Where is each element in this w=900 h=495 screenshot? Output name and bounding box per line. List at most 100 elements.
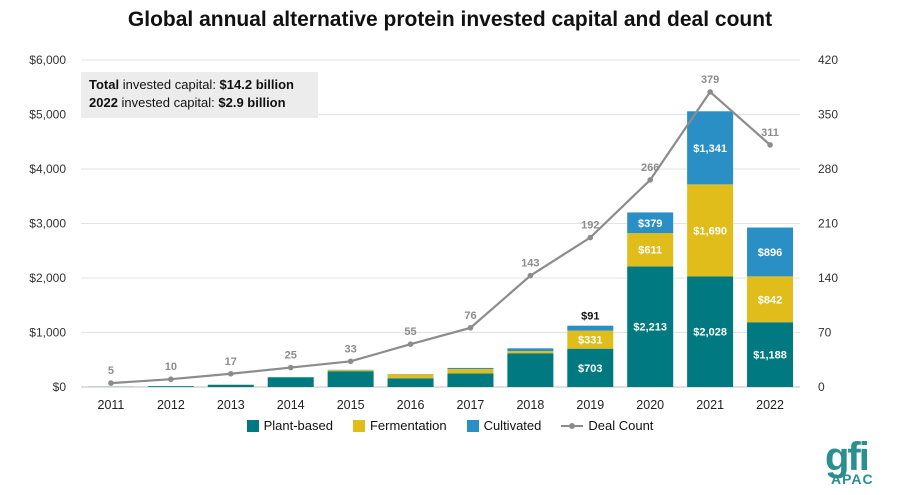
y-tick-label: $6,000	[29, 53, 66, 67]
legend-cultivated-label: Cultivated	[483, 418, 542, 433]
gridlines	[81, 59, 800, 388]
x-tick-label: 2015	[337, 398, 365, 412]
deal-count-point	[227, 370, 234, 377]
deal-count-polyline	[110, 90, 771, 385]
bar-value-label: $896	[758, 247, 782, 259]
deal-count-point	[407, 341, 414, 347]
x-tick-label: 2013	[217, 398, 245, 412]
y2-tick-label: 140	[818, 271, 838, 285]
y2-tick-label: 350	[818, 108, 838, 122]
deal-count-point	[467, 325, 474, 331]
deal-count-point	[587, 234, 594, 241]
legend-deal-count: Deal Count	[561, 418, 653, 433]
bar-cultivated	[507, 348, 554, 352]
deal-count-point	[168, 376, 174, 383]
deal-count-label: 25	[285, 350, 297, 362]
bar-fermentation	[567, 330, 614, 349]
bars	[87, 111, 794, 387]
bar-plant-based	[267, 377, 314, 387]
x-tick-label: 2022	[756, 398, 784, 412]
legend-fermentation-label: Fermentation	[369, 418, 447, 433]
bar-value-label: $703	[578, 363, 602, 375]
plant-swatch	[246, 419, 259, 432]
bar-plant-based	[387, 378, 434, 387]
total-text: invested capital:	[119, 77, 220, 92]
bar-fermentation	[747, 276, 794, 323]
bar-cultivated	[447, 367, 494, 370]
y2-axis-ticks: 0 70 140 210 280 350 420	[818, 53, 838, 394]
bar-plant-based	[687, 276, 734, 387]
deal-count-point	[707, 89, 713, 95]
y2-tick-label: 0	[818, 380, 825, 394]
bar-cultivated	[747, 227, 794, 277]
bar-cultivated	[627, 212, 674, 234]
bar-fermentation	[627, 233, 674, 267]
bar-fermentation	[327, 370, 374, 372]
deal-count-point	[108, 380, 114, 386]
deal-count-point	[767, 142, 773, 148]
deal-count-label: 10	[165, 361, 177, 373]
bar-cultivated	[687, 111, 734, 185]
bar-plant-based	[567, 348, 614, 387]
bar-value-label: $379	[638, 218, 662, 230]
y2-tick-label: 420	[818, 53, 838, 67]
bar-fermentation	[387, 374, 434, 379]
bar-plant-based	[447, 373, 494, 387]
legend-plant-label: Plant-based	[263, 418, 333, 433]
x-tick-label: 2017	[457, 398, 485, 412]
y-tick-label: $0	[53, 380, 67, 394]
y-tick-label: $5,000	[29, 108, 66, 122]
deal-count-label: 17	[225, 356, 237, 368]
deal-count-point	[527, 272, 534, 279]
bar-cultivated	[567, 325, 614, 331]
year-label: 2022	[89, 95, 118, 110]
y2-tick-label: 70	[818, 326, 832, 340]
x-tick-label: 2016	[397, 398, 425, 412]
x-tick-label: 2018	[516, 398, 544, 412]
legend-deal-count-label: Deal Count	[588, 418, 654, 433]
year-value: $2.9 billion	[218, 95, 286, 110]
x-tick-label: 2011	[98, 398, 125, 412]
legend-fermentation: Fermentation	[352, 418, 447, 433]
deal-count-label: 311	[761, 127, 779, 139]
deal-count-label: 76	[464, 310, 476, 322]
total-label: Total	[89, 77, 120, 92]
x-tick-label: 2014	[277, 398, 305, 412]
y-tick-label: $1,000	[29, 326, 66, 340]
bar-fermentation	[447, 369, 494, 374]
deal-count-label: 33	[345, 343, 357, 355]
bar-plant-based	[207, 384, 254, 387]
deal-count-point	[287, 364, 294, 371]
deal-count-swatch	[561, 420, 584, 432]
y-tick-label: $3,000	[29, 217, 66, 231]
deal-count-label: 379	[701, 74, 719, 86]
x-tick-label: 2019	[576, 398, 604, 412]
logo-sub: APAC	[831, 471, 874, 487]
bar-value-label: $611	[638, 245, 662, 257]
chart-title: Global annual alternative protein invest…	[127, 8, 773, 31]
info-box: Total invested capital: $14.2 billion 20…	[81, 72, 318, 118]
legend-plant-based: Plant-based	[246, 418, 333, 433]
bar-plant-based	[327, 371, 374, 387]
logo-mark: gfi	[825, 435, 870, 479]
deal-count-label: 5	[108, 365, 114, 377]
deal-count-point	[647, 177, 654, 183]
bar-value-label: $2,213	[633, 322, 667, 334]
cultivated-swatch	[466, 419, 479, 432]
total-value: $14.2 billion	[219, 77, 294, 92]
fermentation-swatch	[352, 419, 365, 432]
bar-value-label: $1,341	[693, 143, 727, 155]
x-axis-ticks: 2011 2012 2013 2014 2015 2016 2017 2018 2019 2020…	[98, 398, 784, 412]
bar-value-label: $842	[758, 294, 782, 306]
deal-count-label: 55	[404, 326, 416, 338]
y-axis-ticks: $0 $1,000 $2,000 $3,000 $4,000 $5,000 $6,000	[29, 53, 66, 394]
deal-count-label: 266	[641, 162, 659, 174]
year-text: invested capital:	[117, 95, 219, 110]
legend: Plant-based Fermentation Cultivated Deal…	[0, 418, 900, 433]
x-tick-label: 2021	[696, 398, 724, 412]
x-tick-label: 2012	[157, 398, 185, 412]
deal-count-point	[347, 358, 354, 365]
deal-count-label: 143	[521, 258, 539, 270]
bar-plant-based	[507, 353, 554, 387]
gfi-apac-logo: gfi APAC	[823, 437, 893, 489]
